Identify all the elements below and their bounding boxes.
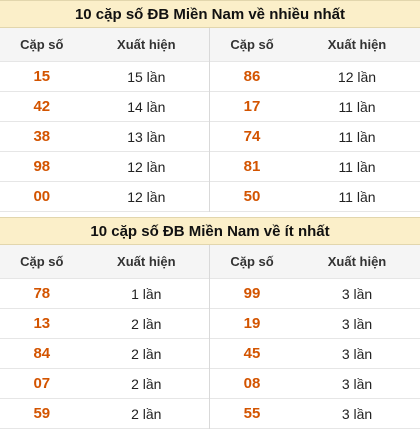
- occurrence-count: 11 lần: [338, 188, 376, 205]
- pair-number[interactable]: 99: [243, 285, 261, 302]
- pair-header: Cặp số: [230, 254, 274, 269]
- occurrence-count: 13 lần: [127, 128, 166, 145]
- occurrence-count: 2 lần: [131, 405, 162, 422]
- table-header: Cặp số Xuất hiện: [0, 28, 209, 62]
- table-header: Cặp số Xuất hiện: [0, 245, 209, 279]
- occurrence-count: 12 lần: [337, 68, 377, 85]
- table-row: 74 11 lần: [210, 122, 420, 152]
- table-row: 45 3 lần: [210, 339, 420, 369]
- pair-number[interactable]: 07: [33, 375, 51, 392]
- most-frequent-title: 10 cặp số ĐB Miền Nam về nhiều nhất: [0, 0, 420, 28]
- table-row: 81 11 lần: [210, 152, 420, 182]
- most-frequent-right-column: Cặp số Xuất hiện 86 12 lần 17 11 lần 74 …: [210, 28, 420, 212]
- pair-number[interactable]: 50: [243, 188, 261, 205]
- table-row: 98 12 lần: [0, 152, 209, 182]
- table-row: 15 15 lần: [0, 62, 209, 92]
- pair-number[interactable]: 38: [33, 128, 51, 145]
- table-row: 78 1 lần: [0, 279, 209, 309]
- table-row: 19 3 lần: [210, 309, 420, 339]
- table-row: 55 3 lần: [210, 399, 420, 429]
- pair-number[interactable]: 17: [243, 98, 261, 115]
- occurrence-count: 1 lần: [131, 285, 162, 302]
- most-frequent-table: Cặp số Xuất hiện 15 15 lần 42 14 lần 38 …: [0, 28, 420, 212]
- count-header: Xuất hiện: [327, 37, 387, 52]
- table-row: 84 2 lần: [0, 339, 209, 369]
- least-frequent-right-column: Cặp số Xuất hiện 99 3 lần 19 3 lần 45 3 …: [210, 245, 420, 429]
- occurrence-count: 3 lần: [341, 345, 373, 362]
- table-row: 08 3 lần: [210, 369, 420, 399]
- occurrence-count: 3 lần: [341, 285, 373, 302]
- pair-number[interactable]: 08: [243, 375, 261, 392]
- occurrence-count: 2 lần: [131, 315, 162, 332]
- occurrence-count: 11 lần: [338, 98, 376, 115]
- occurrence-count: 3 lần: [341, 375, 373, 392]
- least-frequent-section: 10 cặp số ĐB Miền Nam về ít nhất Cặp số …: [0, 217, 420, 429]
- occurrence-count: 12 lần: [127, 158, 166, 175]
- occurrence-count: 11 lần: [338, 158, 376, 175]
- table-row: 00 12 lần: [0, 182, 209, 212]
- pair-number[interactable]: 15: [33, 68, 51, 85]
- pair-number[interactable]: 98: [33, 158, 51, 175]
- pair-number[interactable]: 00: [33, 188, 51, 205]
- least-frequent-left-column: Cặp số Xuất hiện 78 1 lần 13 2 lần 84 2 …: [0, 245, 210, 429]
- table-row: 07 2 lần: [0, 369, 209, 399]
- occurrence-count: 2 lần: [131, 345, 162, 362]
- count-header: Xuất hiện: [117, 254, 176, 269]
- most-frequent-left-column: Cặp số Xuất hiện 15 15 lần 42 14 lần 38 …: [0, 28, 210, 212]
- occurrence-count: 14 lần: [127, 98, 166, 115]
- pair-number[interactable]: 19: [243, 315, 261, 332]
- least-frequent-table: Cặp số Xuất hiện 78 1 lần 13 2 lần 84 2 …: [0, 245, 420, 429]
- pair-number[interactable]: 78: [33, 285, 51, 302]
- table-row: 38 13 lần: [0, 122, 209, 152]
- pair-number[interactable]: 86: [243, 68, 261, 85]
- table-row: 13 2 lần: [0, 309, 209, 339]
- least-frequent-title: 10 cặp số ĐB Miền Nam về ít nhất: [0, 217, 420, 245]
- pair-header: Cặp số: [230, 37, 274, 52]
- occurrence-count: 3 lần: [341, 315, 373, 332]
- count-header: Xuất hiện: [327, 254, 387, 269]
- pair-number[interactable]: 55: [243, 405, 261, 422]
- pair-header: Cặp số: [20, 254, 64, 269]
- pair-number[interactable]: 42: [33, 98, 51, 115]
- occurrence-count: 15 lần: [127, 68, 166, 85]
- pair-number[interactable]: 13: [33, 315, 51, 332]
- pair-number[interactable]: 81: [243, 158, 261, 175]
- pair-header: Cặp số: [20, 37, 64, 52]
- table-header: Cặp số Xuất hiện: [210, 28, 420, 62]
- occurrence-count: 12 lần: [127, 188, 166, 205]
- table-row: 86 12 lần: [210, 62, 420, 92]
- table-row: 99 3 lần: [210, 279, 420, 309]
- pair-number[interactable]: 59: [33, 405, 51, 422]
- table-row: 59 2 lần: [0, 399, 209, 429]
- table-row: 50 11 lần: [210, 182, 420, 212]
- table-row: 42 14 lần: [0, 92, 209, 122]
- occurrence-count: 11 lần: [338, 128, 376, 145]
- table-header: Cặp số Xuất hiện: [210, 245, 420, 279]
- occurrence-count: 3 lần: [341, 405, 373, 422]
- pair-number[interactable]: 84: [33, 345, 51, 362]
- most-frequent-section: 10 cặp số ĐB Miền Nam về nhiều nhất Cặp …: [0, 0, 420, 212]
- pair-number[interactable]: 74: [243, 128, 261, 145]
- occurrence-count: 2 lần: [131, 375, 162, 392]
- count-header: Xuất hiện: [117, 37, 176, 52]
- pair-number[interactable]: 45: [243, 345, 261, 362]
- table-row: 17 11 lần: [210, 92, 420, 122]
